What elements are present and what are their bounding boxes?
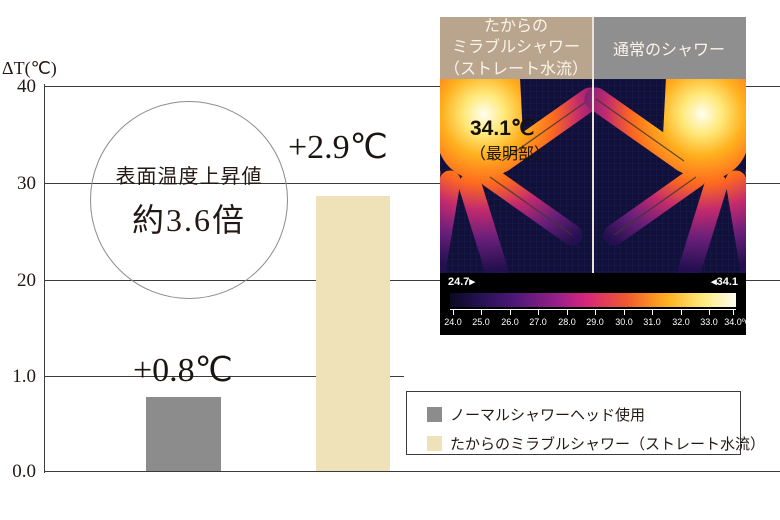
svg-text:34.1℃: 34.1℃	[470, 117, 534, 140]
svg-text:（最明部）: （最明部）	[470, 145, 550, 163]
